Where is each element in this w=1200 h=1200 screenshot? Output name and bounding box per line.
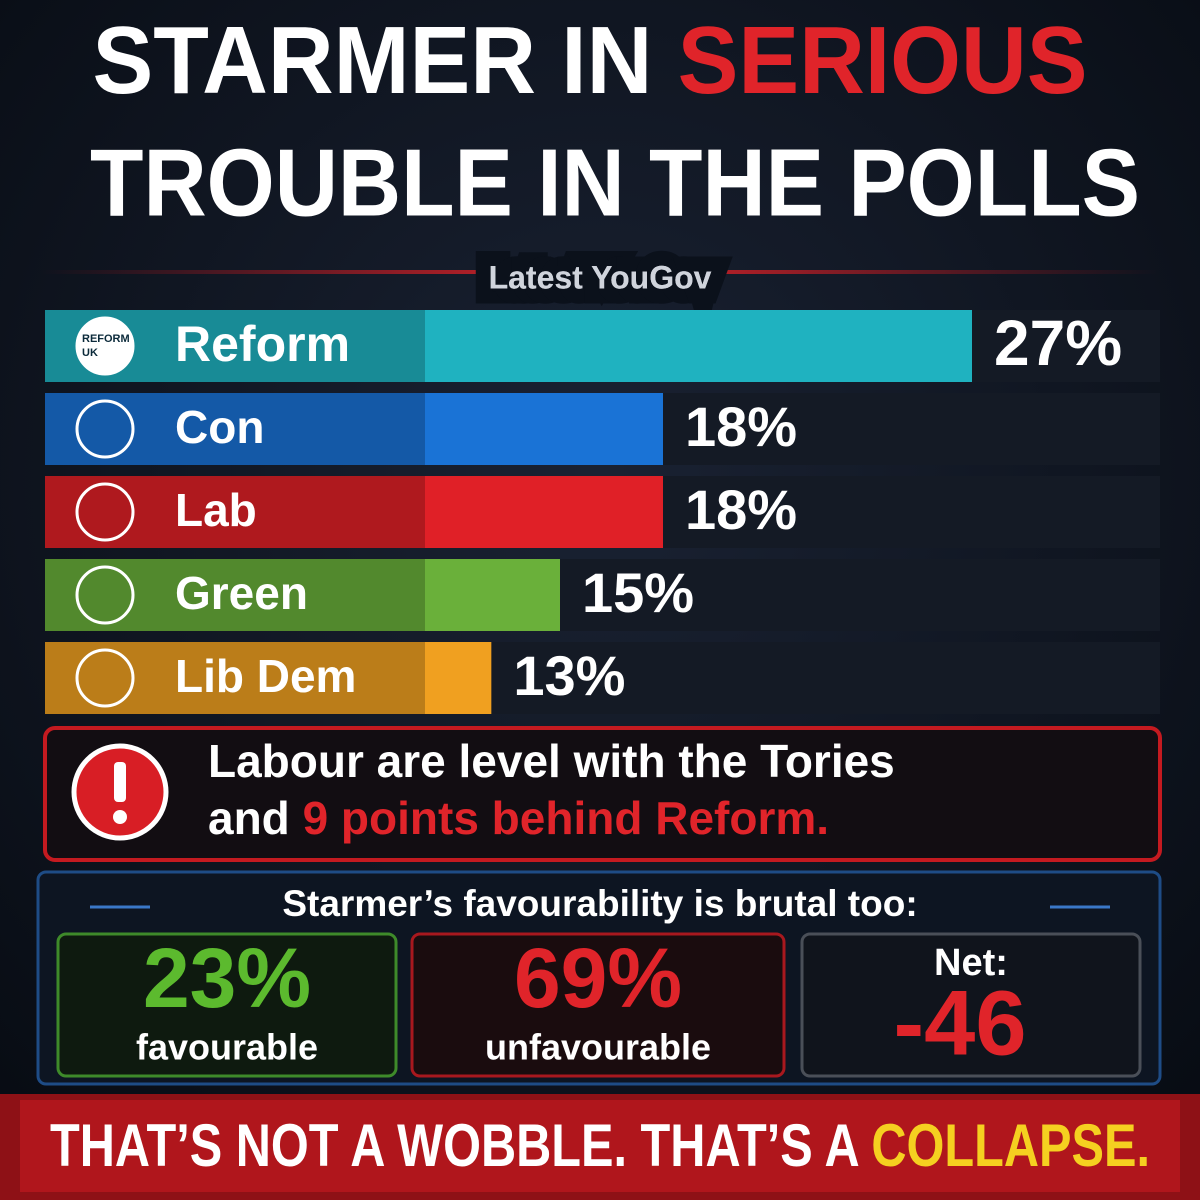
title-line-1: STARMER IN SERIOUS bbox=[93, 7, 1088, 114]
alert-icon-bar bbox=[114, 762, 126, 802]
value-label: 18% bbox=[685, 395, 797, 458]
alert-icon-dot bbox=[113, 810, 127, 824]
stat-box bbox=[410, 932, 786, 1078]
title-line-2: TROUBLE IN THE POLLS bbox=[90, 129, 1140, 236]
category-label: Lab bbox=[175, 484, 257, 536]
label-panel bbox=[45, 476, 425, 548]
bar-chart: REFORM UK Reform 27% Con 18% Lab 18% Green 15% Lib… bbox=[45, 307, 1160, 714]
category-label: Con bbox=[175, 401, 264, 453]
label-panel bbox=[45, 642, 425, 714]
callout-line: Labour are level with the Tories bbox=[208, 735, 895, 787]
bar bbox=[45, 393, 663, 465]
stat-box bbox=[56, 932, 398, 1078]
label-panel bbox=[45, 559, 425, 631]
label-panel bbox=[45, 393, 425, 465]
category-label: Reform bbox=[175, 316, 350, 372]
party-icon bbox=[75, 648, 135, 708]
favourability-heading: Starmer’s favourability is brutal too: bbox=[282, 883, 917, 924]
stat-caption: favourable bbox=[136, 1027, 318, 1068]
category-label: Green bbox=[175, 567, 308, 619]
title-part: STARMER IN bbox=[93, 7, 678, 114]
bar bbox=[45, 559, 560, 631]
stat-value: -46 bbox=[894, 972, 1027, 1074]
value-label: 15% bbox=[582, 561, 694, 624]
callout-line: and 9 points behind Reform. bbox=[208, 792, 829, 844]
category-label: Lib Dem bbox=[175, 650, 356, 702]
title-highlight: SERIOUS bbox=[678, 7, 1088, 114]
stat-caption: Net: bbox=[934, 942, 1008, 984]
divider bbox=[40, 270, 1160, 274]
footer-highlight: COLLAPSE. bbox=[871, 1112, 1150, 1179]
callout-box bbox=[43, 726, 1162, 862]
callout-highlight: 9 points behind Reform. bbox=[303, 792, 829, 844]
logo-text: UK bbox=[82, 347, 98, 359]
bar bbox=[45, 310, 972, 382]
footer-text: THAT’S NOT A WOBBLE. THAT’S A COLLAPSE. bbox=[50, 1112, 1150, 1179]
stat-value: 69% bbox=[514, 931, 682, 1025]
value-label: 13% bbox=[513, 644, 625, 707]
party-icon bbox=[75, 482, 135, 542]
value-label: 18% bbox=[685, 478, 797, 541]
party-icon bbox=[75, 565, 135, 625]
party-icon bbox=[75, 316, 135, 376]
stat-value: 23% bbox=[143, 931, 311, 1025]
footer-part: THAT’S NOT A WOBBLE. THAT’S A bbox=[50, 1112, 871, 1179]
stat-caption: unfavourable bbox=[485, 1027, 711, 1068]
logo-text: REFORM bbox=[82, 333, 130, 345]
callout-text: and bbox=[208, 792, 303, 844]
footer-banner-inner bbox=[20, 1100, 1180, 1192]
subtitle: Latest YouGov bbox=[489, 259, 712, 295]
bar bbox=[45, 476, 663, 548]
party-icon bbox=[75, 399, 135, 459]
value-label: 27% bbox=[994, 307, 1122, 379]
stat-box bbox=[800, 932, 1142, 1078]
